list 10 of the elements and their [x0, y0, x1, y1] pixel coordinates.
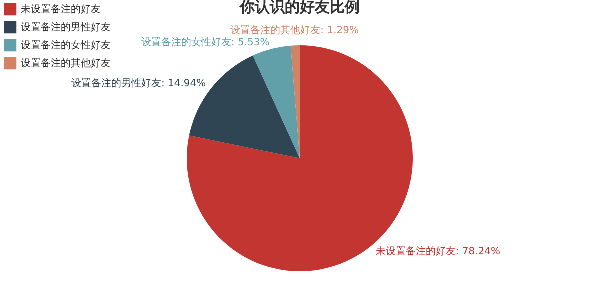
legend-label: 设置备注的其他好友: [21, 58, 111, 70]
data-label: 未设置备注的好友: 78.24%: [376, 246, 500, 258]
pie-slice: [290, 46, 300, 158]
legend-label: 设置备注的女性好友: [21, 40, 111, 52]
data-label: 设置备注的其他好友: 1.29%: [230, 24, 359, 37]
legend-label: 设置备注的男性好友: [21, 22, 111, 34]
pie-slice: [253, 46, 300, 158]
data-label: 设置备注的男性好友: 14.94%: [71, 78, 206, 90]
legend-label: 未设置备注的好友: [21, 4, 101, 16]
data-label: 设置备注的女性好友: 5.53%: [141, 36, 270, 48]
